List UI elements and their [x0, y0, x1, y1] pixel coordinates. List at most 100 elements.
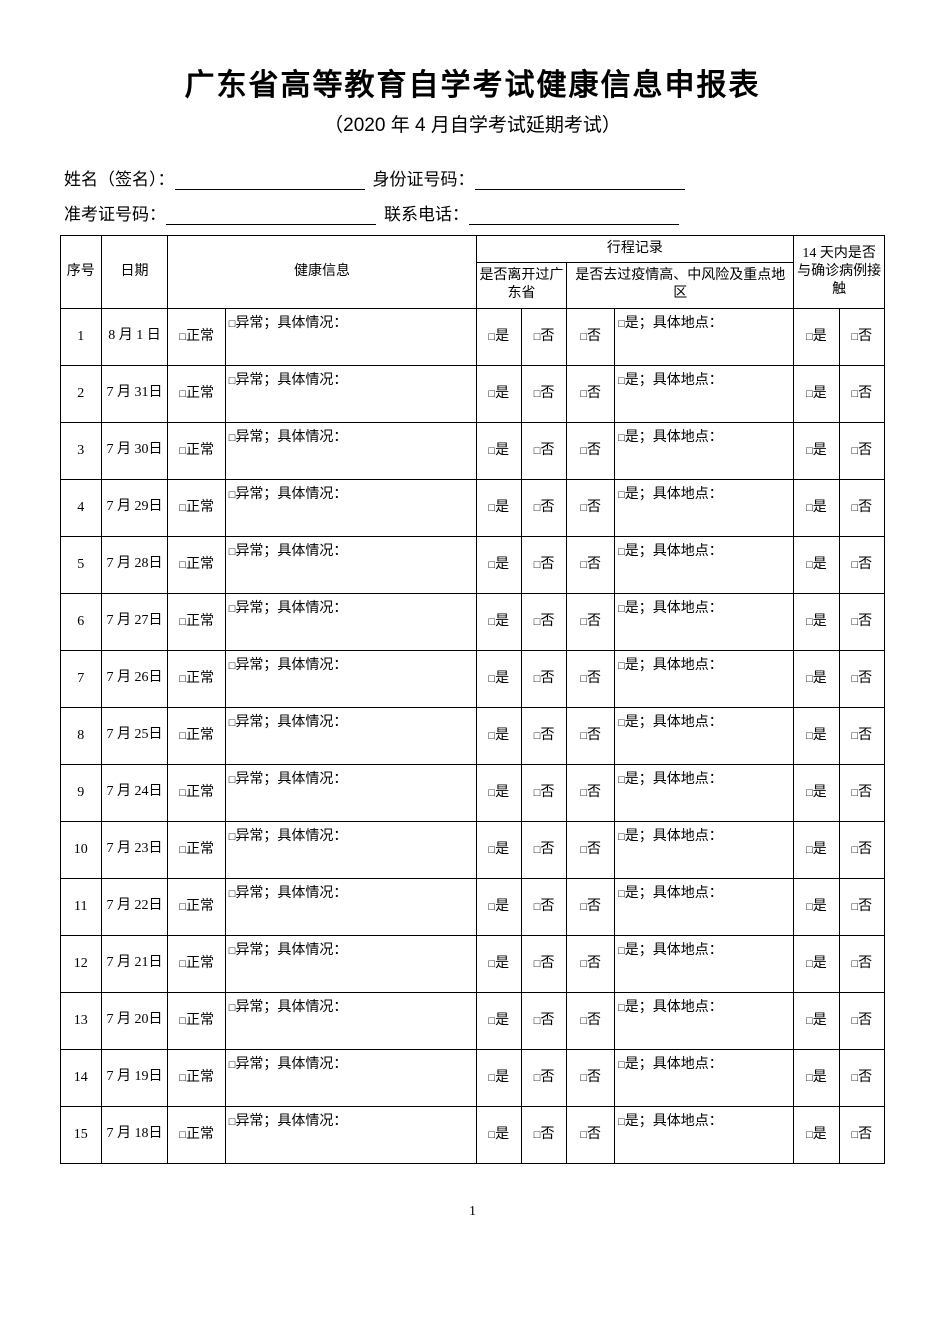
cell-health-abnormal[interactable]: 异常；具体情况：: [225, 365, 476, 422]
cell-health-normal[interactable]: 正常: [168, 479, 225, 536]
cell-risk-yes[interactable]: 是；具体地点：: [615, 1106, 794, 1163]
cell-health-normal[interactable]: 正常: [168, 992, 225, 1049]
cell-leave-yes[interactable]: 是: [476, 707, 521, 764]
cell-risk-no[interactable]: 否: [567, 308, 615, 365]
cell-contact-no[interactable]: 否: [839, 821, 884, 878]
cell-risk-yes[interactable]: 是；具体地点：: [615, 650, 794, 707]
cell-leave-no[interactable]: 否: [521, 308, 566, 365]
cell-contact-no[interactable]: 否: [839, 1106, 884, 1163]
cell-health-abnormal[interactable]: 异常；具体情况：: [225, 1106, 476, 1163]
cell-contact-yes[interactable]: 是: [794, 1049, 839, 1106]
cell-leave-yes[interactable]: 是: [476, 878, 521, 935]
cell-risk-no[interactable]: 否: [567, 878, 615, 935]
cell-risk-no[interactable]: 否: [567, 1106, 615, 1163]
cell-contact-no[interactable]: 否: [839, 308, 884, 365]
cell-risk-yes[interactable]: 是；具体地点：: [615, 593, 794, 650]
cell-health-normal[interactable]: 正常: [168, 707, 225, 764]
cell-contact-no[interactable]: 否: [839, 650, 884, 707]
cell-contact-yes[interactable]: 是: [794, 935, 839, 992]
cell-health-normal[interactable]: 正常: [168, 593, 225, 650]
cell-leave-yes[interactable]: 是: [476, 536, 521, 593]
cell-contact-no[interactable]: 否: [839, 536, 884, 593]
cell-health-normal[interactable]: 正常: [168, 764, 225, 821]
cell-leave-yes[interactable]: 是: [476, 593, 521, 650]
cell-health-abnormal[interactable]: 异常；具体情况：: [225, 1049, 476, 1106]
cell-risk-no[interactable]: 否: [567, 593, 615, 650]
cell-leave-no[interactable]: 否: [521, 479, 566, 536]
cell-risk-yes[interactable]: 是；具体地点：: [615, 422, 794, 479]
cell-health-abnormal[interactable]: 异常；具体情况：: [225, 650, 476, 707]
cell-health-normal[interactable]: 正常: [168, 365, 225, 422]
cell-leave-no[interactable]: 否: [521, 878, 566, 935]
cell-health-normal[interactable]: 正常: [168, 821, 225, 878]
cell-leave-yes[interactable]: 是: [476, 1106, 521, 1163]
cell-risk-yes[interactable]: 是；具体地点：: [615, 821, 794, 878]
cell-leave-no[interactable]: 否: [521, 422, 566, 479]
cell-risk-yes[interactable]: 是；具体地点：: [615, 764, 794, 821]
cell-risk-yes[interactable]: 是；具体地点：: [615, 365, 794, 422]
cell-leave-yes[interactable]: 是: [476, 1049, 521, 1106]
cell-contact-no[interactable]: 否: [839, 422, 884, 479]
cell-risk-no[interactable]: 否: [567, 1049, 615, 1106]
cell-risk-yes[interactable]: 是；具体地点：: [615, 878, 794, 935]
cell-leave-no[interactable]: 否: [521, 536, 566, 593]
cell-risk-yes[interactable]: 是；具体地点：: [615, 479, 794, 536]
cell-leave-yes[interactable]: 是: [476, 821, 521, 878]
cell-health-abnormal[interactable]: 异常；具体情况：: [225, 536, 476, 593]
cell-contact-yes[interactable]: 是: [794, 308, 839, 365]
cell-contact-no[interactable]: 否: [839, 935, 884, 992]
cell-leave-no[interactable]: 否: [521, 1049, 566, 1106]
cell-risk-yes[interactable]: 是；具体地点：: [615, 1049, 794, 1106]
cell-leave-yes[interactable]: 是: [476, 422, 521, 479]
cell-health-normal[interactable]: 正常: [168, 422, 225, 479]
cell-leave-no[interactable]: 否: [521, 992, 566, 1049]
cell-contact-no[interactable]: 否: [839, 707, 884, 764]
cell-leave-yes[interactable]: 是: [476, 308, 521, 365]
cell-leave-no[interactable]: 否: [521, 764, 566, 821]
cell-contact-yes[interactable]: 是: [794, 365, 839, 422]
exam-input-line[interactable]: [166, 206, 376, 225]
cell-leave-no[interactable]: 否: [521, 821, 566, 878]
cell-risk-no[interactable]: 否: [567, 479, 615, 536]
cell-risk-no[interactable]: 否: [567, 365, 615, 422]
phone-input-line[interactable]: [469, 206, 679, 225]
cell-risk-yes[interactable]: 是；具体地点：: [615, 707, 794, 764]
cell-leave-no[interactable]: 否: [521, 650, 566, 707]
cell-risk-yes[interactable]: 是；具体地点：: [615, 992, 794, 1049]
cell-leave-no[interactable]: 否: [521, 707, 566, 764]
cell-health-normal[interactable]: 正常: [168, 536, 225, 593]
cell-risk-no[interactable]: 否: [567, 707, 615, 764]
cell-leave-no[interactable]: 否: [521, 935, 566, 992]
cell-health-abnormal[interactable]: 异常；具体情况：: [225, 935, 476, 992]
cell-health-normal[interactable]: 正常: [168, 1106, 225, 1163]
cell-risk-no[interactable]: 否: [567, 935, 615, 992]
cell-contact-yes[interactable]: 是: [794, 1106, 839, 1163]
cell-contact-yes[interactable]: 是: [794, 764, 839, 821]
name-input-line[interactable]: [175, 171, 365, 190]
cell-health-abnormal[interactable]: 异常；具体情况：: [225, 593, 476, 650]
id-input-line[interactable]: [475, 171, 685, 190]
cell-health-abnormal[interactable]: 异常；具体情况：: [225, 992, 476, 1049]
cell-contact-yes[interactable]: 是: [794, 821, 839, 878]
cell-health-abnormal[interactable]: 异常；具体情况：: [225, 821, 476, 878]
cell-health-normal[interactable]: 正常: [168, 650, 225, 707]
cell-risk-no[interactable]: 否: [567, 992, 615, 1049]
cell-risk-no[interactable]: 否: [567, 650, 615, 707]
cell-contact-yes[interactable]: 是: [794, 707, 839, 764]
cell-contact-no[interactable]: 否: [839, 365, 884, 422]
cell-health-abnormal[interactable]: 异常；具体情况：: [225, 308, 476, 365]
cell-contact-yes[interactable]: 是: [794, 650, 839, 707]
cell-risk-no[interactable]: 否: [567, 536, 615, 593]
cell-health-normal[interactable]: 正常: [168, 1049, 225, 1106]
cell-health-normal[interactable]: 正常: [168, 878, 225, 935]
cell-contact-no[interactable]: 否: [839, 992, 884, 1049]
cell-risk-yes[interactable]: 是；具体地点：: [615, 536, 794, 593]
cell-leave-yes[interactable]: 是: [476, 650, 521, 707]
cell-contact-no[interactable]: 否: [839, 878, 884, 935]
cell-risk-no[interactable]: 否: [567, 422, 615, 479]
cell-health-abnormal[interactable]: 异常；具体情况：: [225, 878, 476, 935]
cell-leave-yes[interactable]: 是: [476, 479, 521, 536]
cell-health-abnormal[interactable]: 异常；具体情况：: [225, 479, 476, 536]
cell-leave-no[interactable]: 否: [521, 593, 566, 650]
cell-contact-no[interactable]: 否: [839, 764, 884, 821]
